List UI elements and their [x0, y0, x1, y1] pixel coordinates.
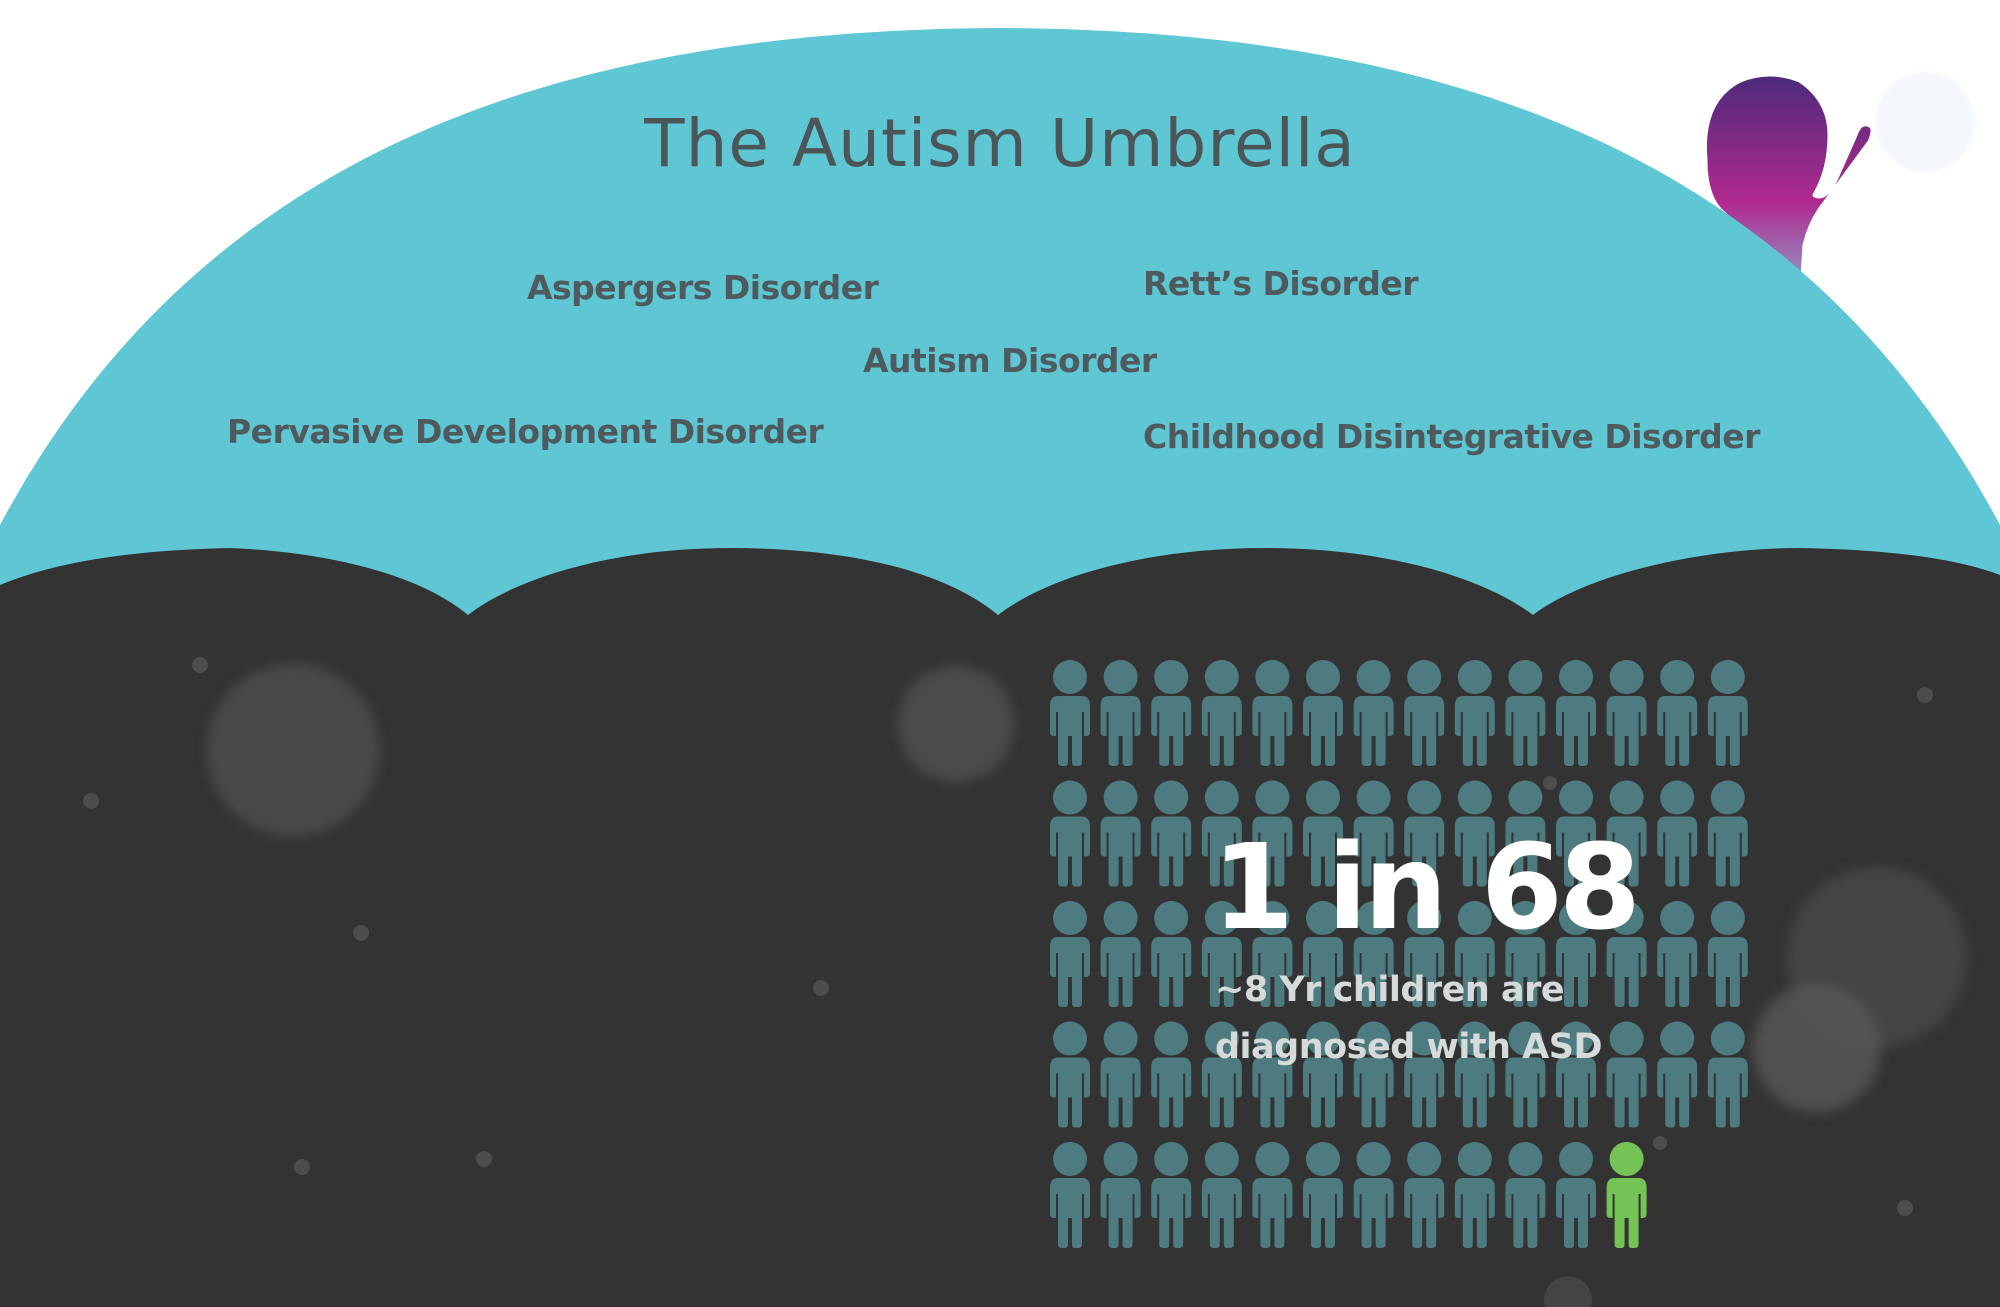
person-icon: [1151, 1021, 1192, 1128]
person-icon: [1100, 780, 1141, 887]
person-icon: [1404, 780, 1445, 887]
disorder-label-aspergers: Aspergers Disorder: [527, 268, 879, 307]
person-icon: [1505, 780, 1546, 887]
disorder-label-autism: Autism Disorder: [863, 341, 1157, 380]
person-icon: [1353, 901, 1394, 1007]
person-icon: [1606, 901, 1647, 1007]
person-icon: [1606, 660, 1647, 766]
bokeh-decor: [83, 657, 1967, 1307]
person-icon: [1050, 780, 1090, 887]
person-icon: [1100, 1021, 1141, 1128]
person-icon: [1556, 780, 1596, 887]
person-icon: [1252, 901, 1293, 1007]
person-icon: [1252, 780, 1293, 887]
person-icon: [1100, 1142, 1141, 1248]
person-icon: [1050, 901, 1090, 1007]
person-icon: [1657, 1021, 1698, 1128]
person-icon: [1303, 901, 1343, 1007]
person-icon: [1151, 901, 1192, 1007]
person-icon: [1303, 660, 1343, 766]
person-icon: [1556, 660, 1596, 766]
person-icon: [1201, 660, 1242, 766]
person-icon: [1151, 780, 1192, 887]
person-icon: [1252, 660, 1293, 766]
person-icon: [1100, 660, 1141, 766]
person-icon: [1657, 660, 1698, 766]
person-icon: [1303, 1142, 1343, 1248]
person-icon: [1606, 1021, 1647, 1128]
person-icon: [1353, 660, 1394, 766]
person-icon: [1151, 1142, 1192, 1248]
umbrella-underside: [0, 548, 2000, 1307]
person-icon: [1556, 901, 1596, 1007]
person-icon: [1505, 660, 1546, 766]
person-icon: [1404, 901, 1445, 1007]
person-icon: [1404, 1021, 1445, 1128]
person-icon: [1707, 660, 1748, 766]
disorder-label-retts: Rett’s Disorder: [1143, 264, 1419, 303]
person-icon: [1201, 780, 1242, 887]
person-icon: [1657, 901, 1698, 1007]
person-icon: [1404, 1142, 1445, 1248]
person-icon: [1353, 780, 1394, 887]
person-icon: [1404, 660, 1445, 766]
disorder-label-childhood: Childhood Disintegrative Disorder: [1143, 417, 1760, 456]
person-icon: [1657, 780, 1698, 887]
statistic-caption-line2: diagnosed with ASD: [1215, 1027, 1603, 1067]
page-title: The Autism Umbrella: [644, 105, 1356, 182]
person-icon: [1050, 660, 1090, 766]
person-icon: [1353, 1021, 1394, 1128]
people-grid: [1050, 660, 1748, 1248]
person-icon: [1707, 780, 1748, 887]
person-icon: [1201, 1142, 1242, 1248]
person-icon: [1454, 660, 1495, 766]
person-icon: [1353, 1142, 1394, 1248]
person-icon: [1151, 660, 1192, 766]
person-icon: [1252, 1142, 1293, 1248]
person-icon: [1454, 901, 1495, 1007]
person-icon: [1454, 1142, 1495, 1248]
person-icon: [1303, 780, 1343, 887]
disorder-label-pervasive: Pervasive Development Disorder: [227, 412, 824, 451]
person-icon: [1505, 1142, 1546, 1248]
person-icon: [1556, 1021, 1596, 1128]
bubble: [1875, 72, 1975, 172]
person-icon: [1505, 901, 1546, 1007]
person-icon-highlighted: [1606, 1142, 1647, 1248]
person-icon: [1707, 901, 1748, 1007]
person-icon: [1100, 901, 1141, 1007]
person-icon: [1303, 1021, 1343, 1128]
person-icon: [1050, 1021, 1090, 1128]
person-icon: [1454, 1021, 1495, 1128]
statistic-caption-line1: ~8 Yr children are: [1215, 970, 1565, 1010]
person-icon: [1505, 1021, 1546, 1128]
person-icon: [1050, 1142, 1090, 1248]
person-icon: [1707, 1021, 1748, 1128]
person-icon: [1252, 1021, 1293, 1128]
person-icon: [1606, 780, 1647, 887]
person-icon: [1201, 1021, 1242, 1128]
person-icon: [1454, 780, 1495, 887]
statistic-headline: 1 in 68: [1212, 818, 1641, 956]
person-icon: [1201, 901, 1242, 1007]
person-icon: [1556, 1142, 1596, 1248]
